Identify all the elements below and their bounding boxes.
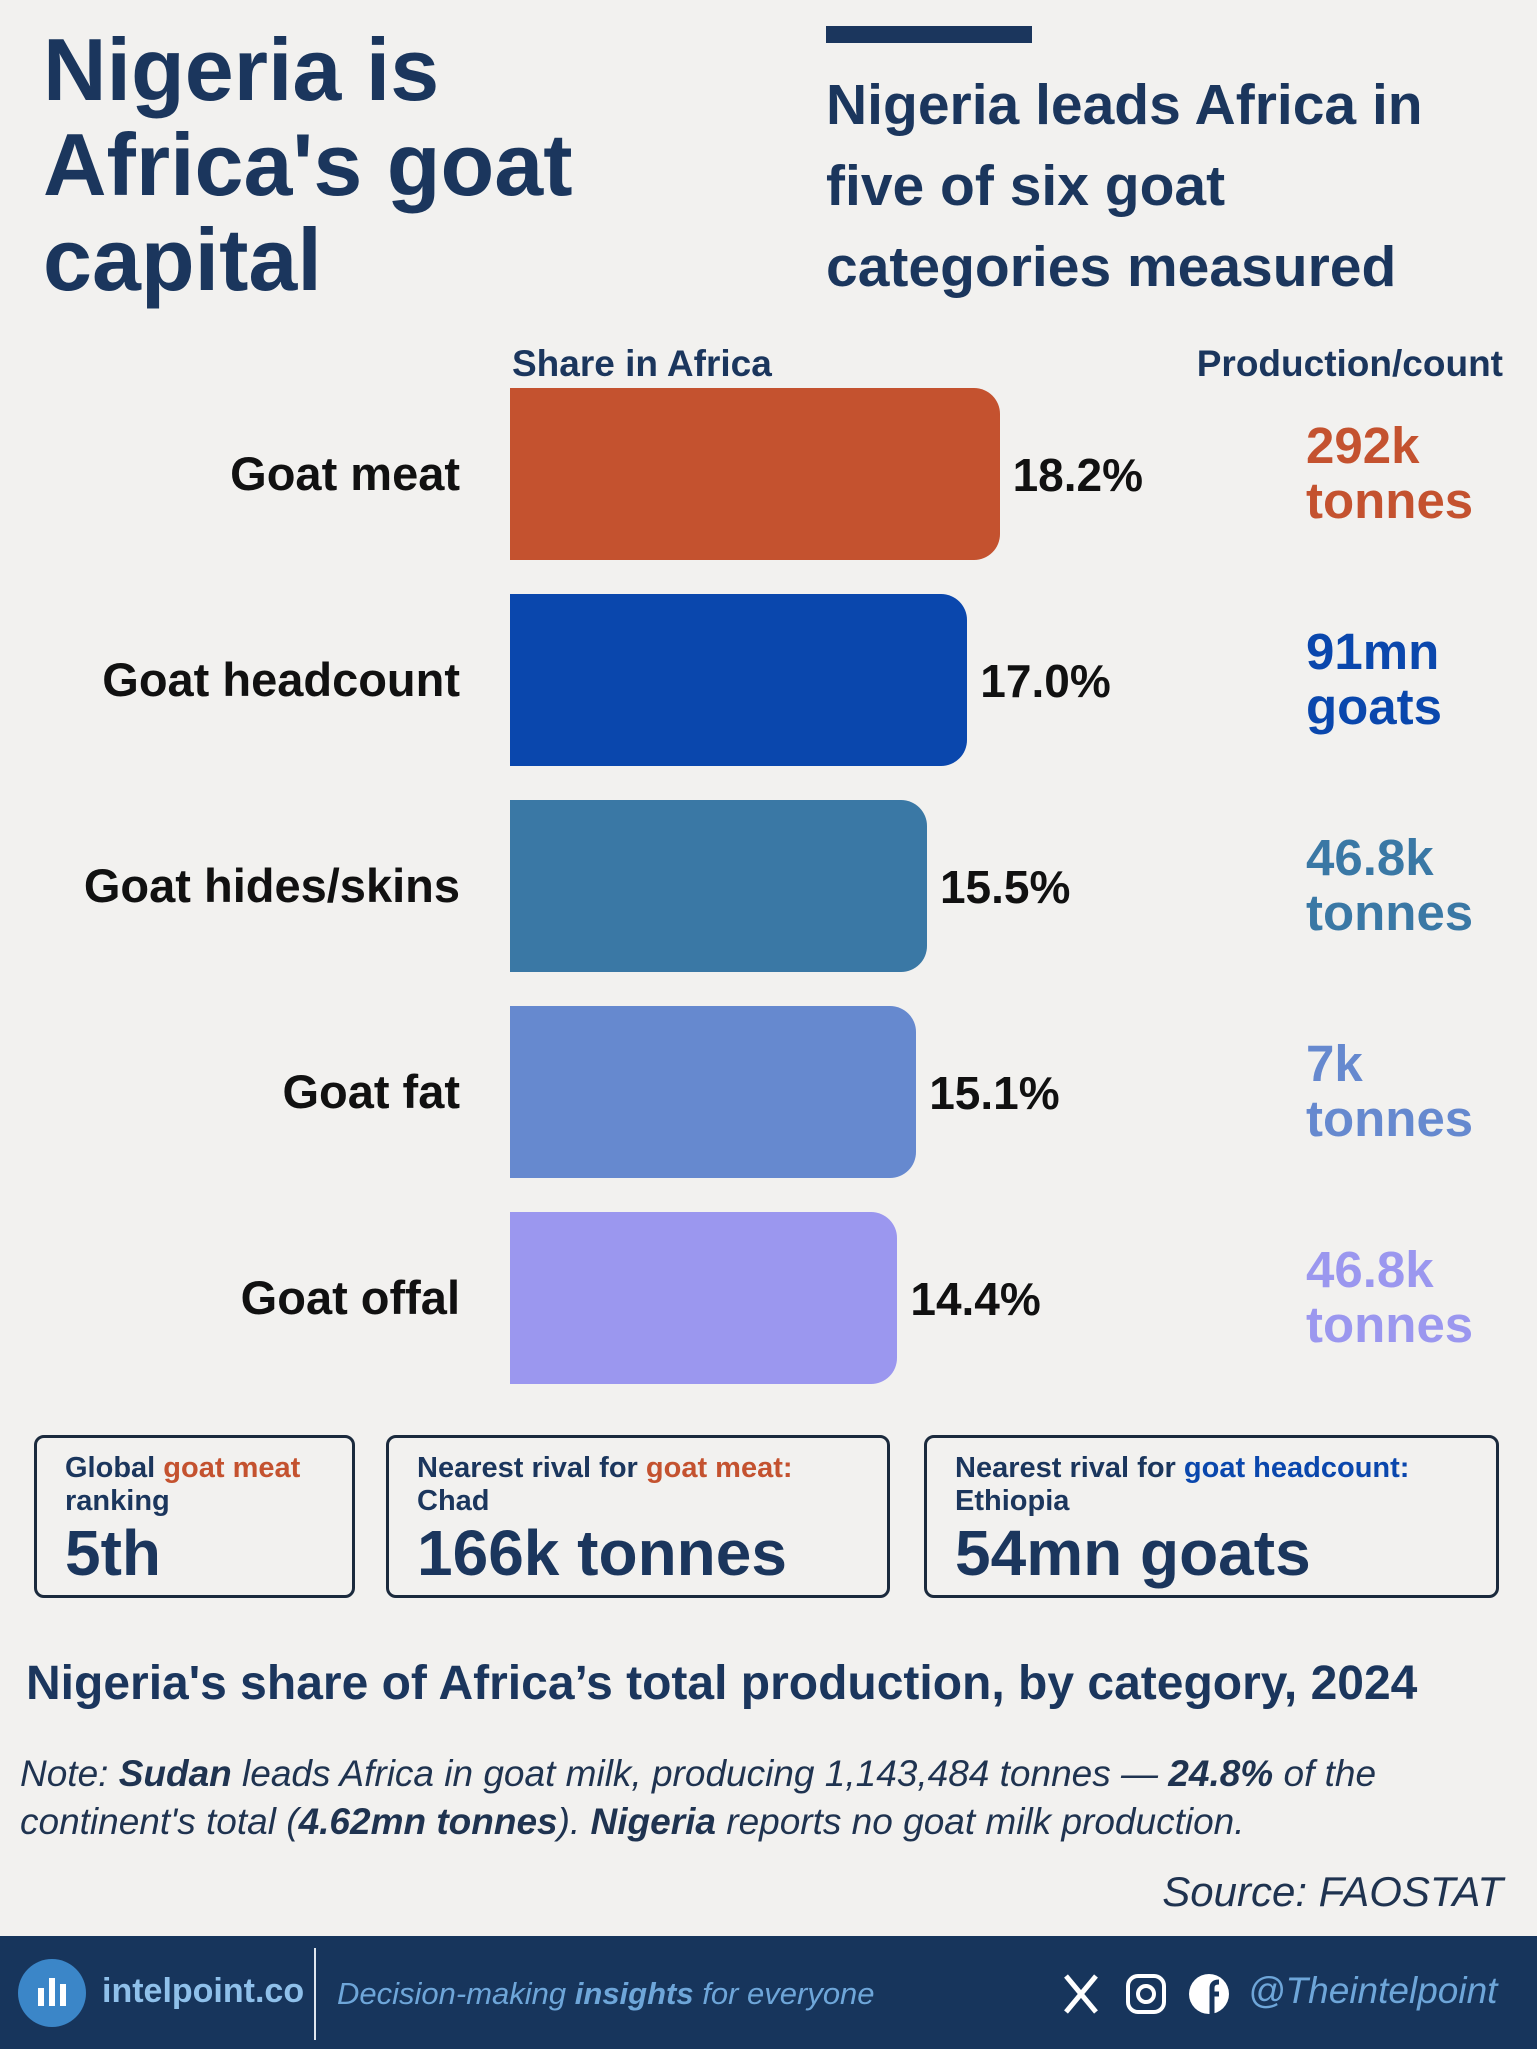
value-label: 14.4%	[910, 1273, 1041, 1325]
x-icon[interactable]	[1064, 1974, 1098, 2014]
stat-label-text: Nearest rival for	[955, 1452, 1176, 1484]
production-label: 46.8k tonnes	[1306, 1241, 1474, 1353]
instagram-icon[interactable]	[1126, 1974, 1166, 2014]
category-label: Goat fat	[282, 1065, 460, 1118]
headline: Nigeria is Africa's goat capital	[43, 20, 573, 309]
stat-value: 166k tonnes	[417, 1517, 787, 1589]
bar	[510, 1006, 917, 1178]
stat-label-highlight: goat headcount:	[1183, 1452, 1410, 1484]
stat-label-text: Nearest rival for	[417, 1452, 638, 1484]
note-text: ).	[557, 1801, 591, 1842]
production-label: 7k tonnes	[1306, 1035, 1474, 1147]
bar	[510, 388, 1000, 560]
note-text: 24.8%	[1168, 1753, 1274, 1794]
stat-label-text: ranking	[65, 1485, 170, 1517]
category-label: Goat headcount	[102, 653, 460, 706]
production-label: 46.8k tonnes	[1306, 829, 1474, 941]
bar	[510, 594, 968, 766]
facebook-icon[interactable]	[1189, 1974, 1229, 2014]
subheadline: Nigeria leads Africa in five of six goat…	[826, 73, 1423, 299]
production-header: Production/count	[1196, 343, 1503, 384]
note-text: leads Africa in goat milk, producing 1,1…	[231, 1753, 1169, 1794]
stat-box: Nearest rival for goat headcount: Ethiopi…	[924, 1435, 1499, 1598]
value-label: 17.0%	[980, 655, 1111, 707]
chart-title: Nigeria's share of Africa’s total produc…	[26, 1657, 1418, 1710]
source: Source: FAOSTAT	[1162, 1868, 1503, 1915]
value-header: Share in Africa	[512, 343, 772, 384]
note: Note: Sudan leads Africa in goat milk, p…	[20, 1750, 1520, 1846]
bar	[510, 800, 927, 972]
bar	[510, 1212, 898, 1384]
logo-bar	[60, 1984, 66, 2006]
tagline: Decision-making insights for everyone	[337, 1976, 875, 2012]
stat-label: Global goat meat ranking	[65, 1452, 324, 1518]
note-text: Sudan	[118, 1753, 232, 1794]
footer-icons	[18, 1948, 1229, 2040]
value-label: 15.1%	[929, 1067, 1060, 1119]
category-label: Goat offal	[240, 1271, 460, 1324]
tagline-text: for everyone	[693, 1976, 875, 2011]
note-text: reports no goat milk production.	[715, 1801, 1245, 1842]
stat-label: Nearest rival for goat headcount: Ethiopi…	[955, 1452, 1468, 1518]
value-label: 18.2%	[1012, 449, 1144, 501]
site[interactable]: intelpoint.co	[102, 1972, 305, 2010]
stat-value: 54mn goats	[955, 1517, 1311, 1589]
header-rule	[826, 26, 1032, 43]
note-text: 4.62mn tonnes	[298, 1801, 558, 1842]
note-text: Note:	[20, 1753, 119, 1794]
value-label: 15.5%	[939, 861, 1071, 913]
note-text: Nigeria	[590, 1801, 716, 1842]
production-label: 292k tonnes	[1306, 417, 1474, 529]
stat-box: Global goat meat ranking 5th	[34, 1435, 355, 1598]
stat-value: 5th	[65, 1517, 161, 1589]
logo-bar	[49, 1978, 55, 2006]
note-text: of the continent's total (	[20, 1753, 1377, 1842]
tagline-text: insights	[574, 1976, 694, 2011]
category-label: Goat hides/skins	[83, 859, 460, 912]
instagram-lens	[1136, 1984, 1156, 2004]
stat-box: Nearest rival for goat meat: Chad 166k ton…	[386, 1435, 890, 1598]
facebook-f	[1209, 1979, 1220, 2016]
production-label: 91mn goats	[1306, 623, 1443, 735]
stat-label-highlight: goat meat:	[645, 1452, 793, 1484]
stat-label-text: Global	[65, 1452, 156, 1484]
stat-label-text: Ethiopia	[955, 1485, 1070, 1517]
tagline-text: Decision-making	[337, 1976, 575, 2011]
handle[interactable]: @Theintelpoint	[1248, 1970, 1498, 2011]
logo-bar	[38, 1988, 44, 2006]
footer	[0, 1936, 1537, 2049]
category-label: Goat meat	[230, 447, 460, 500]
stat-label-text: Chad	[417, 1485, 490, 1517]
stat-label: Nearest rival for goat meat: Chad	[417, 1452, 859, 1518]
stat-label-highlight: goat meat	[163, 1452, 301, 1484]
